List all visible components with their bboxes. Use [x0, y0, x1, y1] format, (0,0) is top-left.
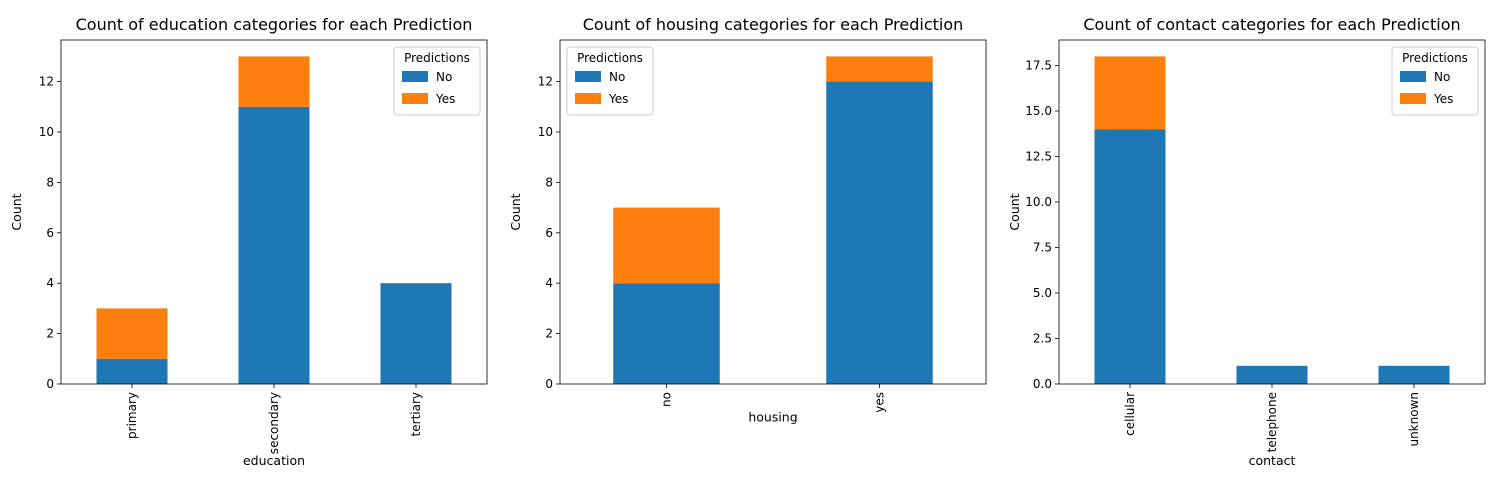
x-tick-label-secondary: secondary — [267, 392, 281, 454]
bar-no-no — [613, 283, 720, 384]
chart-title: Count of education categories for each P… — [76, 15, 473, 34]
x-tick-label-cellular: cellular — [1123, 392, 1137, 436]
bar-yes-no — [826, 81, 933, 384]
legend-label-yes: Yes — [435, 92, 455, 106]
legend-label-yes: Yes — [608, 92, 628, 106]
bar-primary-no — [96, 358, 168, 384]
y-tick-label: 0 — [46, 377, 54, 391]
y-tick-label: 5.0 — [1033, 286, 1052, 300]
y-tick-label: 17.5 — [1025, 58, 1052, 72]
y-tick-label: 2 — [545, 327, 553, 341]
legend-label-no: No — [1434, 70, 1450, 84]
y-tick-label: 12 — [538, 75, 553, 89]
x-tick-label-unknown: unknown — [1407, 392, 1421, 447]
y-axis-label: Count — [508, 193, 523, 230]
legend-swatch-no — [402, 71, 428, 82]
y-tick-label: 12 — [39, 75, 54, 89]
x-tick-label-no: no — [660, 392, 674, 407]
legend-label-no: No — [609, 70, 625, 84]
y-tick-label: 6 — [46, 226, 54, 240]
bar-unknown-no — [1378, 365, 1450, 384]
x-tick-label-telephone: telephone — [1265, 392, 1279, 452]
legend-title: Predictions — [577, 51, 643, 65]
y-tick-label: 10 — [39, 125, 54, 139]
chart-title: Count of contact categories for each Pre… — [1083, 15, 1460, 34]
legend-swatch-no — [1400, 71, 1426, 82]
x-tick-label-primary: primary — [125, 392, 139, 439]
y-axis-label: Count — [1007, 193, 1022, 230]
x-axis-label: housing — [748, 410, 797, 425]
legend-swatch-yes — [402, 93, 428, 104]
legend: Predictions No Yes — [566, 46, 654, 116]
chart-title: Count of housing categories for each Pre… — [583, 15, 964, 34]
x-axis-label: contact — [1249, 453, 1296, 468]
legend-swatch-no — [575, 71, 601, 82]
legend: Predictions No Yes — [393, 46, 481, 116]
y-tick-label: 6 — [545, 226, 553, 240]
chart-panel-education: 0 2 4 6 8 10 12 primary secondary tertiary Count o… — [9, 15, 488, 468]
bar-secondary-no — [238, 106, 310, 384]
legend-swatch-yes — [1400, 93, 1426, 104]
chart-panel-contact: 0.0 2.5 5.0 7.5 10.0 12.5 15.0 17.5 cellular tele… — [1007, 15, 1486, 468]
x-axis-label: education — [243, 453, 305, 468]
y-tick-label: 2 — [46, 327, 54, 341]
chart-panel-housing: 0 2 4 6 8 10 12 no yes Count of housing categorie… — [508, 15, 987, 425]
legend: Predictions No Yes — [1391, 46, 1479, 116]
y-axis-label: Count — [9, 193, 24, 230]
y-tick-label: 8 — [46, 175, 54, 189]
bar-tertiary-no — [380, 283, 452, 384]
y-tick-label: 0.0 — [1033, 377, 1052, 391]
y-tick-label: 10 — [538, 125, 553, 139]
legend-title: Predictions — [1402, 51, 1468, 65]
bar-cellular-no — [1094, 129, 1166, 384]
legend-title: Predictions — [404, 51, 470, 65]
y-tick-label: 0 — [545, 377, 553, 391]
y-tick-label: 10.0 — [1025, 195, 1052, 209]
x-tick-label-tertiary: tertiary — [409, 392, 423, 436]
bar-cellular-yes — [1094, 56, 1166, 130]
legend-label-no: No — [436, 70, 452, 84]
legend-label-yes: Yes — [1433, 92, 1453, 106]
bar-secondary-yes — [238, 56, 310, 107]
y-tick-label: 7.5 — [1033, 240, 1052, 254]
y-tick-label: 2.5 — [1033, 331, 1052, 345]
axes-frame — [559, 39, 987, 385]
y-tick-label: 8 — [545, 175, 553, 189]
bar-no-yes — [613, 207, 720, 284]
bar-primary-yes — [96, 308, 168, 359]
y-tick-label: 4 — [545, 276, 553, 290]
x-tick-label-yes: yes — [873, 392, 887, 413]
y-tick-label: 15.0 — [1025, 104, 1052, 118]
bar-yes-yes — [826, 56, 933, 82]
y-tick-label: 4 — [46, 276, 54, 290]
y-tick-label: 12.5 — [1025, 149, 1052, 163]
legend-swatch-yes — [575, 93, 601, 104]
bar-telephone-no — [1236, 365, 1308, 384]
